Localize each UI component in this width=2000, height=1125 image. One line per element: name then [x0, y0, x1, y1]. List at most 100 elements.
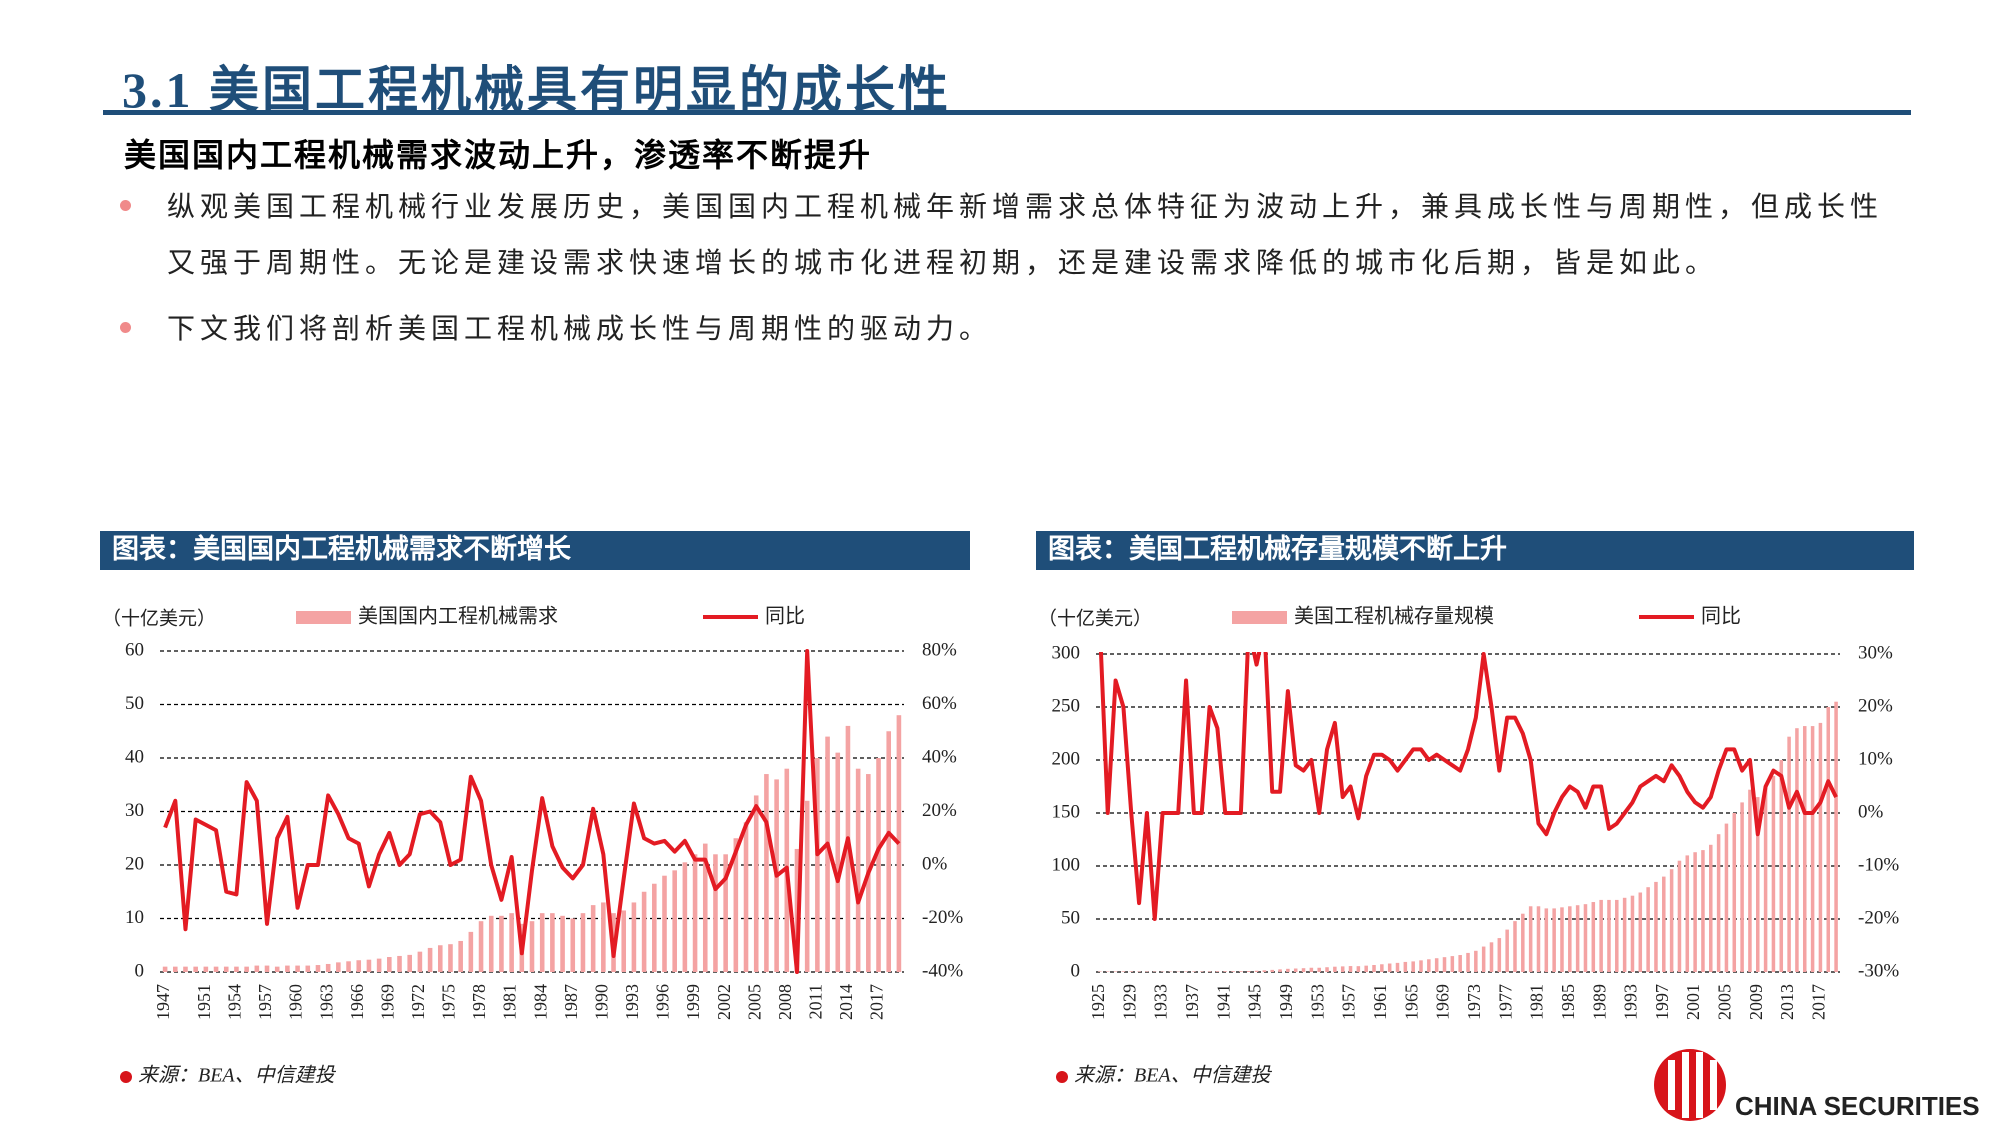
bar [886, 731, 892, 972]
bar [264, 965, 270, 972]
bar [896, 715, 902, 972]
bar [1583, 904, 1588, 972]
line [163, 649, 901, 974]
x-tick-label: 1963 [316, 984, 336, 1020]
bar [1607, 899, 1611, 972]
bar [1622, 897, 1627, 972]
bar [682, 862, 688, 972]
bar [254, 965, 260, 972]
legend-label: 美国国内工程机械需求 [358, 604, 558, 627]
bar [376, 958, 382, 972]
bullet-dot [120, 322, 131, 333]
x-tick-label: 1937 [1182, 984, 1202, 1020]
bar [1669, 869, 1674, 972]
bar [539, 913, 545, 972]
bar [1756, 797, 1760, 972]
bar [1646, 887, 1650, 972]
x-tick-label: 1965 [1401, 984, 1421, 1020]
bar [753, 795, 759, 972]
y2-tick-label: -40% [922, 960, 963, 981]
bar [366, 959, 372, 972]
x-tick-label: 1954 [225, 984, 245, 1020]
bar [274, 966, 280, 972]
bar [234, 966, 239, 972]
y2-tick-label: 0% [1858, 801, 1884, 822]
bar [1638, 892, 1643, 972]
x-tick-label: 1933 [1151, 984, 1171, 1020]
bar [1356, 966, 1361, 972]
bar [397, 955, 402, 972]
bar [1364, 965, 1368, 972]
bar [1223, 971, 1227, 972]
bar [1552, 908, 1556, 972]
legend-label: 同比 [1701, 604, 1741, 627]
bar [1528, 906, 1533, 972]
bar [295, 965, 300, 972]
bar [448, 944, 453, 972]
bar [1795, 728, 1799, 972]
bar [1262, 970, 1267, 972]
bar [1113, 971, 1118, 972]
bar [1685, 855, 1690, 972]
bar [1662, 876, 1666, 972]
x-tick-label: 1966 [347, 984, 367, 1020]
source: 来源：BEA、中信建投 [1074, 1065, 1273, 1087]
bar [1286, 968, 1290, 972]
x-tick-label: 1951 [194, 984, 214, 1020]
y2-tick-label: -20% [922, 907, 963, 928]
bar [325, 963, 331, 972]
x-tick-label: 1969 [377, 984, 397, 1020]
bar [437, 945, 443, 972]
bar [458, 940, 463, 972]
bar [1129, 971, 1134, 972]
bar [672, 870, 677, 972]
x-tick-label: 1996 [653, 984, 673, 1020]
y-tick-label: 200 [1052, 748, 1081, 769]
bar [1293, 968, 1298, 972]
bar [1427, 959, 1431, 972]
y2-tick-label: 40% [922, 746, 957, 767]
y-tick-label: 20 [125, 853, 144, 874]
bar [1105, 971, 1110, 972]
x-tick-label: 1975 [439, 984, 459, 1020]
bar [1372, 965, 1376, 972]
chart-title: 图表：美国工程机械存量规模不断上升 [1048, 533, 1507, 564]
bar [1771, 775, 1776, 972]
bar [1348, 966, 1353, 972]
bar [692, 854, 698, 972]
y-tick-label: 50 [125, 693, 144, 714]
bar [213, 966, 219, 972]
bar [1724, 823, 1729, 972]
bar [1466, 952, 1470, 972]
y2-tick-label: 60% [922, 693, 957, 714]
bar [1442, 957, 1447, 972]
legend-label: 美国工程机械存量规模 [1294, 604, 1494, 627]
legend-swatch [296, 611, 351, 624]
logo-icon [1654, 1049, 1726, 1121]
bar [1317, 967, 1321, 972]
x-tick-label: 1984 [530, 984, 550, 1020]
chart-title: 图表：美国国内工程机械需求不断增长 [112, 533, 572, 564]
bar [1325, 967, 1329, 972]
bar [1207, 971, 1212, 972]
bar [835, 752, 841, 972]
bar [1387, 963, 1392, 972]
y2-tick-label: -10% [1858, 854, 1899, 875]
bar [570, 918, 576, 972]
bar [1654, 881, 1658, 972]
line [1098, 652, 1838, 921]
x-tick-label: 2005 [1715, 984, 1735, 1020]
bar [223, 966, 229, 972]
x-tick-label: 1960 [286, 984, 306, 1020]
bar [815, 758, 820, 972]
bar [1568, 906, 1572, 972]
bar [560, 915, 565, 972]
y-tick-label: 50 [1061, 907, 1080, 928]
bar [172, 966, 178, 972]
logo-text: CHINA SECURITIES [1735, 1091, 1980, 1121]
bar [723, 854, 728, 972]
bar [1732, 813, 1737, 972]
bar [1121, 971, 1126, 972]
bar [1599, 899, 1603, 972]
